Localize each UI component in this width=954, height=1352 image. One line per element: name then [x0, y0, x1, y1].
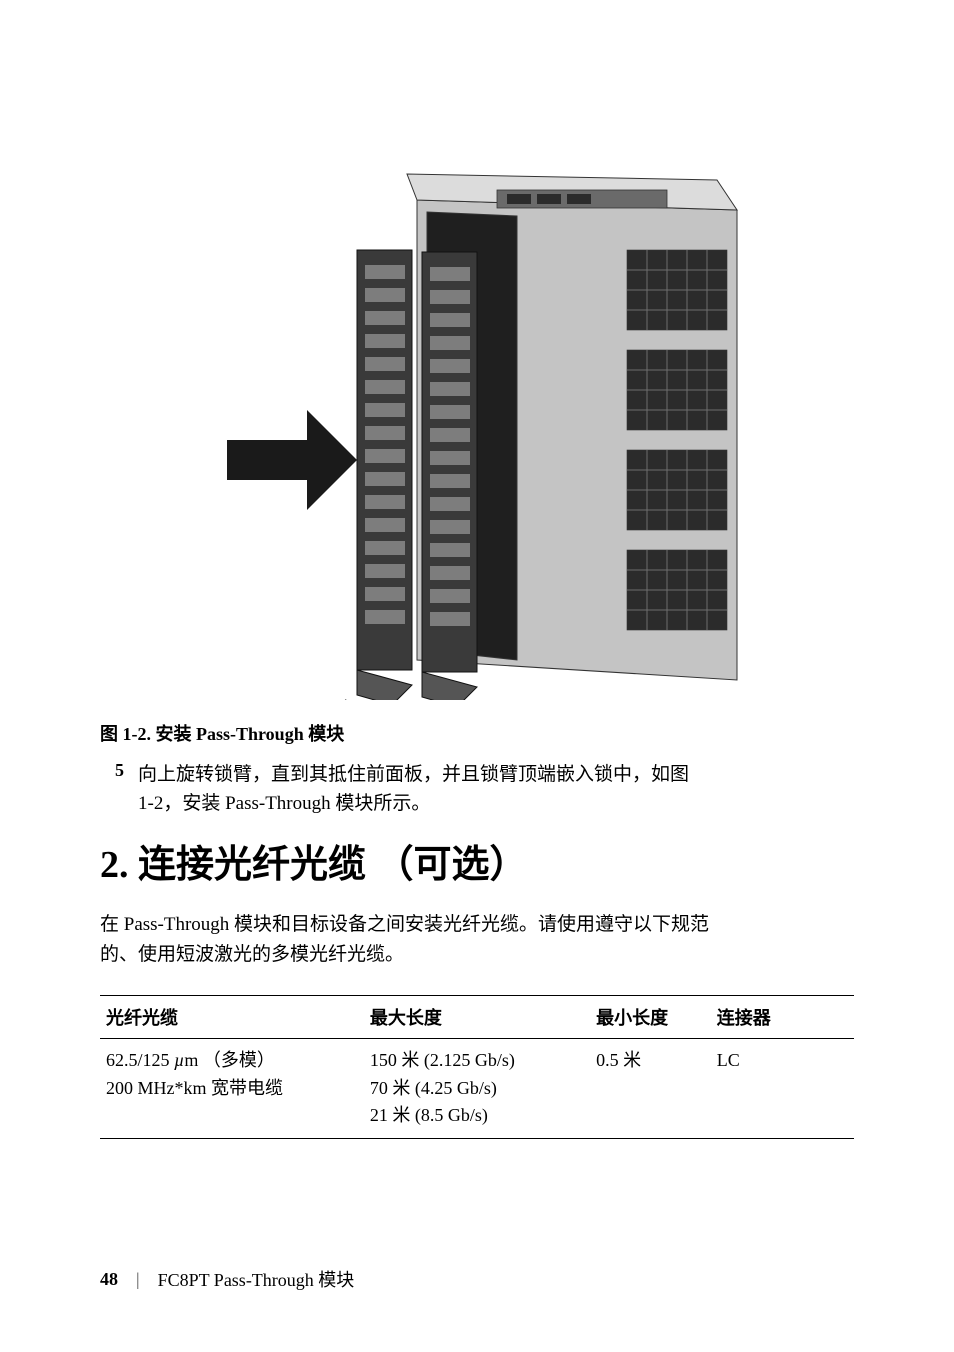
cell-max-length: 150 米 (2.125 Gb/s) 70 米 (4.25 Gb/s) 21 米…: [364, 1038, 590, 1139]
th-connector: 连接器: [711, 995, 854, 1038]
figure-label: 图 1-2.: [100, 724, 151, 744]
page-number: 48: [100, 1269, 118, 1290]
step-5: 5 向上旋转锁臂，直到其抵住前面板，并且锁臂顶端嵌入锁中，如图 1-2，安装 P…: [100, 760, 854, 819]
footer-doc-title: FC8PT Pass-Through 模块: [158, 1266, 355, 1292]
table-row: 62.5/125 µm （多模） 200 MHz*km 宽带电缆 150 米 (…: [100, 1038, 854, 1139]
figure-caption: 图 1-2. 安装 Pass-Through 模块: [100, 720, 854, 746]
th-cable: 光纤光缆: [100, 995, 364, 1038]
section-number: 2.: [100, 844, 129, 886]
cell-cable: 62.5/125 µm （多模） 200 MHz*km 宽带电缆: [100, 1038, 364, 1139]
step-text: 向上旋转锁臂，直到其抵住前面板，并且锁臂顶端嵌入锁中，如图 1-2，安装 Pas…: [138, 760, 689, 819]
pass-through-module-illustration: [197, 140, 757, 700]
cell-connector: LC: [711, 1038, 854, 1139]
section-title: 连接光纤光缆 （可选）: [129, 844, 528, 886]
intro-paragraph: 在 Pass-Through 模块和目标设备之间安装光纤光缆。请使用遵守以下规范…: [100, 910, 854, 971]
page-footer: 48 | FC8PT Pass-Through 模块: [100, 1266, 354, 1292]
step-number: 5: [106, 760, 124, 819]
cell-min-length: 0.5 米: [590, 1038, 711, 1139]
th-max-length: 最大长度: [364, 995, 590, 1038]
th-min-length: 最小长度: [590, 995, 711, 1038]
figure-title: 安装 Pass-Through 模块: [156, 724, 345, 744]
section-heading: 2. 连接光纤光缆 （可选）: [100, 833, 854, 888]
figure-installation: [100, 140, 854, 700]
cable-spec-table: 光纤光缆 最大长度 最小长度 连接器 62.5/125 µm （多模） 200 …: [100, 995, 854, 1140]
table-header-row: 光纤光缆 最大长度 最小长度 连接器: [100, 995, 854, 1038]
footer-separator: |: [136, 1269, 140, 1290]
